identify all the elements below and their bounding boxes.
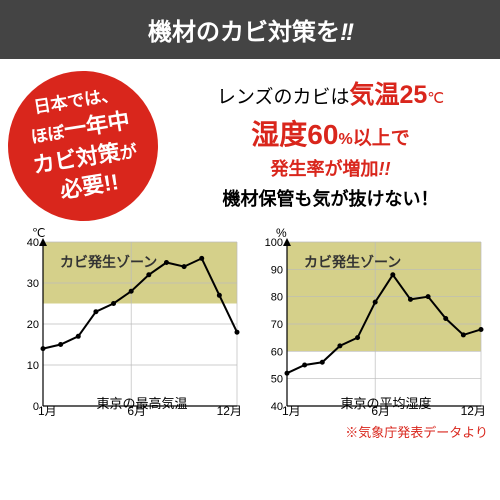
msg-l2a: 湿度60: [251, 119, 338, 150]
humid-x1: 1月: [282, 402, 301, 419]
badge-text: 日本では、 ほぼ一年中 カビ対策が 必要!!: [22, 82, 143, 209]
svg-text:90: 90: [271, 264, 283, 276]
msg-l3b: !!: [379, 159, 391, 179]
msg-l1a: レンズのカビは: [217, 87, 350, 108]
temp-zone-label: カビ発生ゾーン: [60, 252, 157, 272]
badge-circle: 日本では、 ほぼ一年中 カビ対策が 必要!!: [0, 60, 169, 232]
badge: 日本では、 ほぼ一年中 カビ対策が 必要!!: [8, 71, 163, 226]
msg-l1: レンズのカビは気温25℃: [169, 75, 492, 111]
chart-humid-wrap: % カビ発生ゾーン 405060708090100 東京の平均湿度 1月 6月 …: [254, 230, 490, 419]
svg-text:20: 20: [27, 319, 39, 331]
header-text: 機材のカビ対策を: [148, 19, 340, 46]
msg-l4: 機材保管も気が抜けない！: [169, 185, 492, 211]
msg-l2b: %: [338, 131, 352, 148]
msg-l2: 湿度60%以上で: [169, 113, 492, 153]
msg-l1b: 気温25: [349, 81, 427, 109]
header-bar: 機材のカビ対策を!!: [0, 0, 500, 59]
main-row: 日本では、 ほぼ一年中 カビ対策が 必要!! レンズのカビは気温25℃ 湿度60…: [0, 59, 500, 230]
chart-temp-wrap: ℃ カビ発生ゾーン 010203040 東京の最高気温 1月 6月 12月: [10, 230, 246, 419]
temp-x6: 6月: [127, 402, 146, 419]
msg-l2c: 以上で: [353, 128, 410, 149]
svg-text:60: 60: [271, 346, 283, 358]
svg-text:50: 50: [271, 374, 283, 386]
badge-l3b: が: [119, 141, 139, 162]
msg-l3: 発生率が増加!!: [169, 155, 492, 181]
humid-x12: 12月: [461, 402, 486, 419]
header-excl: !!: [340, 19, 352, 46]
message-block: レンズのカビは気温25℃ 湿度60%以上で 発生率が増加!! 機材保管も気が抜け…: [169, 71, 492, 226]
svg-text:30: 30: [27, 278, 39, 290]
svg-text:80: 80: [271, 292, 283, 304]
badge-l2b: 一年中: [62, 107, 131, 142]
charts-row: ℃ カビ発生ゾーン 010203040 東京の最高気温 1月 6月 12月 % …: [0, 230, 500, 419]
svg-text:70: 70: [271, 319, 283, 331]
badge-l4: 必要!!: [58, 169, 120, 203]
svg-text:10: 10: [27, 360, 39, 372]
humid-unit: %: [276, 226, 287, 240]
temp-x1: 1月: [38, 402, 57, 419]
temp-unit: ℃: [32, 226, 45, 240]
badge-l2a: ほぼ: [30, 123, 67, 147]
humid-zone-label: カビ発生ゾーン: [304, 252, 401, 272]
msg-l1c: ℃: [427, 90, 444, 107]
temp-x12: 12月: [217, 402, 242, 419]
humid-x6: 6月: [371, 402, 390, 419]
msg-l3a: 発生率が増加: [271, 159, 379, 179]
